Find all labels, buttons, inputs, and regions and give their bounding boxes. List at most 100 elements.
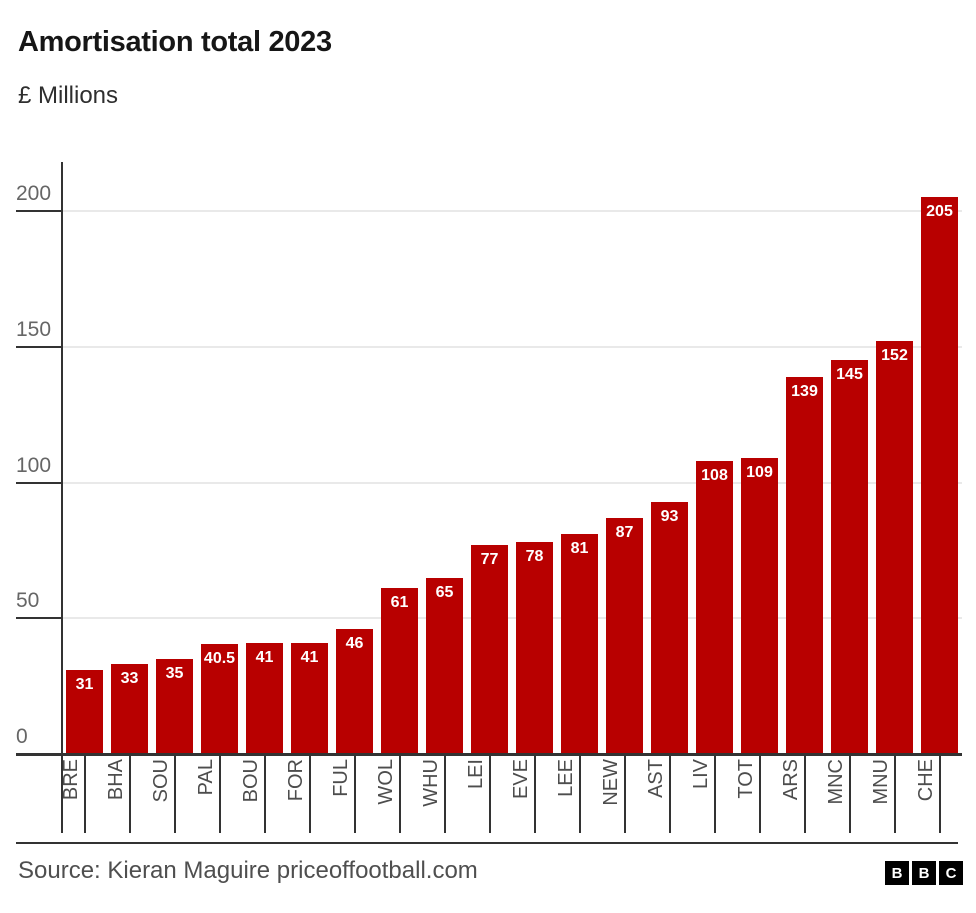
y-axis-tick: [16, 210, 62, 212]
x-axis-label: FUL: [329, 759, 352, 797]
x-axis-label: TOT: [734, 759, 757, 799]
bar-value-label: 139: [791, 382, 818, 400]
x-axis-label: PAL: [194, 759, 217, 796]
bar-value-label: 145: [836, 366, 863, 384]
y-axis-line: [61, 162, 63, 833]
y-axis-tick-label: 50: [16, 589, 40, 613]
y-gridline: [62, 481, 962, 484]
x-axis-label: WOL: [374, 759, 397, 805]
x-axis-line: [16, 753, 962, 756]
bar: [831, 360, 868, 754]
x-axis-tick: [308, 754, 311, 833]
chart-title: Amortisation total 2023: [18, 26, 332, 58]
bar-value-label: 61: [390, 594, 409, 612]
bar: [516, 542, 553, 754]
x-axis-tick: [938, 754, 941, 833]
source-text: Source: Kieran Maguire priceoffootball.c…: [18, 857, 478, 884]
bar-value-label: 93: [660, 507, 679, 525]
x-axis-label: NEW: [599, 759, 622, 806]
bar-value-label: 78: [525, 548, 544, 566]
x-axis-tick: [578, 754, 581, 833]
x-axis-label: BHA: [104, 759, 127, 801]
y-axis-tick: [16, 345, 62, 348]
x-axis-tick: [803, 754, 806, 833]
bbc-logo: B B C: [885, 861, 963, 885]
bar-value-label: 77: [480, 550, 499, 568]
x-axis-tick: [893, 754, 896, 833]
y-axis-tick: [16, 481, 62, 484]
bar-value-label: 40.5: [203, 650, 236, 668]
y-axis-tick: [16, 617, 62, 620]
bar: [606, 517, 643, 754]
bar: [696, 460, 733, 754]
x-axis-label: LIV: [689, 759, 712, 790]
x-axis-label: BOU: [239, 759, 262, 803]
bbc-logo-block: C: [939, 861, 963, 885]
bar: [561, 534, 598, 754]
bar-value-label: 46: [345, 635, 364, 653]
bar-value-label: 41: [255, 648, 274, 666]
y-axis-tick-label: 200: [16, 182, 52, 205]
bar-value-label: 65: [435, 583, 454, 601]
bar-value-label: 33: [120, 670, 139, 688]
x-axis-tick: [263, 754, 266, 833]
bar: [201, 644, 238, 754]
x-axis-tick: [443, 754, 446, 833]
bar-value-label: 35: [165, 664, 184, 682]
bar-value-label: 87: [615, 523, 634, 541]
x-axis-tick: [218, 754, 221, 833]
x-axis-tick: [398, 754, 401, 833]
bar: [651, 501, 688, 754]
bar-value-label: 81: [570, 540, 589, 558]
y-axis-tick-label: 150: [16, 317, 52, 341]
x-axis-tick: [353, 754, 356, 833]
bar-value-label: 31: [75, 675, 94, 693]
x-axis-label: MNU: [869, 759, 892, 805]
x-axis-tick: [668, 754, 671, 833]
x-axis-label: LEI: [464, 759, 487, 790]
x-axis-tick: [173, 754, 176, 833]
bar: [381, 588, 418, 754]
x-axis-label: WHU: [419, 759, 442, 807]
x-axis-label: SOU: [149, 759, 172, 803]
bar: [246, 642, 283, 754]
bbc-logo-block: B: [885, 861, 909, 885]
y-axis-tick-label: 100: [16, 453, 52, 477]
x-axis-label: LEE: [554, 759, 577, 797]
x-axis-label: FOR: [284, 759, 307, 802]
bar: [921, 197, 958, 754]
bar: [471, 544, 508, 754]
y-gridline: [62, 210, 962, 212]
bar-value-label: 109: [746, 464, 773, 482]
bar: [156, 658, 193, 754]
x-axis-tick: [533, 754, 536, 833]
bar: [741, 458, 778, 754]
x-axis-label: MNC: [824, 759, 847, 805]
chart-subtitle: £ Millions: [18, 82, 119, 109]
x-axis-tick: [848, 754, 851, 833]
bbc-logo-block: B: [912, 861, 936, 885]
footer-divider: [16, 842, 958, 844]
bar-value-label: 108: [701, 466, 728, 484]
bar-value-label: 205: [926, 203, 953, 221]
x-axis-tick: [713, 754, 716, 833]
bar: [786, 376, 823, 754]
bar: [291, 642, 328, 754]
y-axis-tick-label: 0: [16, 725, 28, 748]
bar: [111, 664, 148, 754]
bar: [876, 341, 913, 754]
x-axis-label: ARS: [779, 759, 802, 801]
bar-value-label: 152: [881, 347, 908, 365]
bar: [336, 629, 373, 754]
x-axis-tick: [488, 754, 491, 833]
bar: [426, 577, 463, 754]
y-gridline: [62, 617, 962, 620]
bar: [66, 669, 103, 754]
bar-value-label: 41: [300, 648, 319, 666]
x-axis-label: CHE: [914, 759, 937, 802]
x-axis-label: EVE: [509, 759, 532, 800]
x-axis-tick: [128, 754, 131, 833]
x-axis-tick: [623, 754, 626, 833]
y-gridline: [62, 345, 962, 348]
